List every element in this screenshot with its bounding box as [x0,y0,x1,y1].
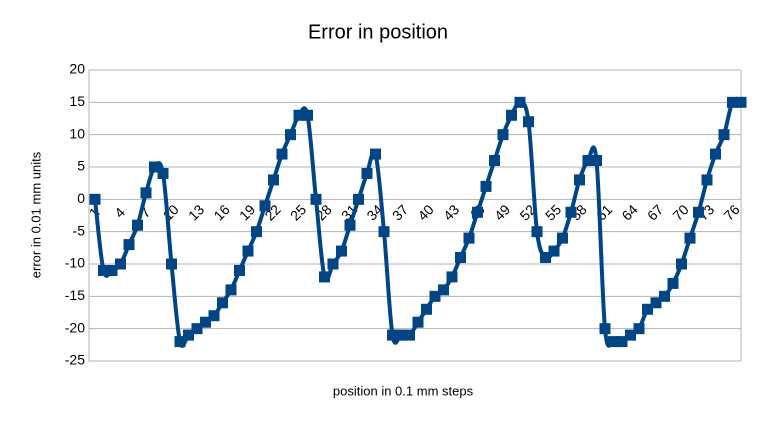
y-tick-label: 20 [69,61,85,77]
point-marker [455,252,466,264]
point-marker [217,297,228,309]
point-marker [115,258,126,270]
point-marker [157,167,169,179]
point-marker [548,245,560,257]
point-marker [489,155,500,167]
point-marker [242,245,254,257]
y-tick-label: 15 [69,93,85,109]
point-marker [225,284,237,296]
point-marker [183,329,194,341]
point-marker [574,174,585,186]
point-marker [293,109,305,121]
point-marker [319,271,330,283]
y-tick-label: 10 [69,125,85,141]
y-tick-label: -15 [65,287,85,303]
point-marker [123,239,135,251]
point-marker [268,174,279,186]
point-marker [353,193,364,205]
point-marker [395,329,407,341]
y-tick-label: -10 [65,255,85,271]
point-marker [642,303,653,315]
point-marker [506,109,517,121]
y-tick-label: -20 [65,319,85,335]
point-marker [735,96,747,108]
point-marker [276,148,288,160]
point-marker [710,148,721,160]
chart-title: Error in position [308,21,448,43]
point-marker [361,167,373,179]
point-marker [412,316,424,328]
y-tick-label: 5 [77,158,85,174]
y-tick-label: 0 [77,190,85,206]
point-marker [463,232,475,244]
point-marker [557,232,568,244]
point-marker [727,96,738,108]
point-marker [327,258,339,270]
point-marker [106,264,118,276]
point-marker [89,193,101,205]
point-marker [523,116,534,128]
point-marker [234,264,245,276]
point-marker [676,258,687,270]
point-marker [599,323,611,335]
point-marker [191,323,203,335]
point-marker [421,303,432,315]
point-marker [302,109,313,121]
point-marker [98,264,109,276]
point-marker [149,161,160,173]
point-marker [378,226,390,238]
point-marker [438,284,449,296]
y-tick-label: -25 [65,352,85,368]
point-marker [480,180,492,192]
point-marker [208,310,220,322]
point-marker [659,290,670,302]
y-tick-label: -5 [73,222,86,238]
point-marker [633,323,645,335]
x-axis-title: position in 0.1 mm steps [333,383,474,398]
point-marker [251,226,262,238]
point-marker [336,245,347,257]
point-marker [650,297,662,309]
point-marker [591,155,602,167]
point-marker [565,206,577,218]
point-marker [404,329,415,341]
point-marker [387,329,398,341]
point-marker [310,193,322,205]
point-marker [718,129,730,141]
point-marker [370,148,381,160]
point-marker [259,200,271,212]
point-marker [285,129,296,141]
point-marker [531,226,543,238]
point-marker [514,96,526,108]
point-marker [174,336,186,348]
point-marker [200,316,211,328]
point-marker [582,155,594,167]
point-marker [140,187,152,199]
point-marker [446,271,458,283]
point-marker [132,219,143,231]
point-marker [701,174,713,186]
y-axis-title: error in 0.01 mm units [28,151,43,278]
point-marker [497,129,509,141]
point-marker [667,277,679,289]
point-marker [472,206,483,218]
point-marker [684,232,696,244]
point-marker [429,290,441,302]
point-marker [540,252,551,264]
point-marker [693,206,704,218]
point-marker [608,336,619,348]
point-marker [616,336,628,348]
point-marker [344,219,356,231]
point-marker [625,329,636,341]
point-marker [166,258,177,270]
